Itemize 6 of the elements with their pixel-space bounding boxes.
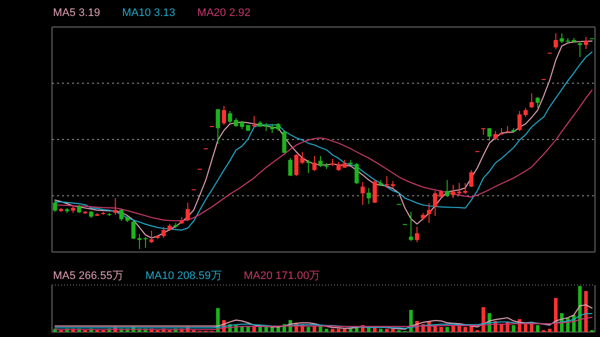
text: MA10 3.13	[122, 7, 176, 19]
text: MA20 171.00万	[244, 270, 320, 282]
text: MA10 208.59万	[145, 270, 222, 282]
text: MA5 3.19	[53, 7, 100, 19]
text: MA20 2.92	[197, 7, 250, 19]
text: MA5 266.55万	[53, 270, 124, 282]
